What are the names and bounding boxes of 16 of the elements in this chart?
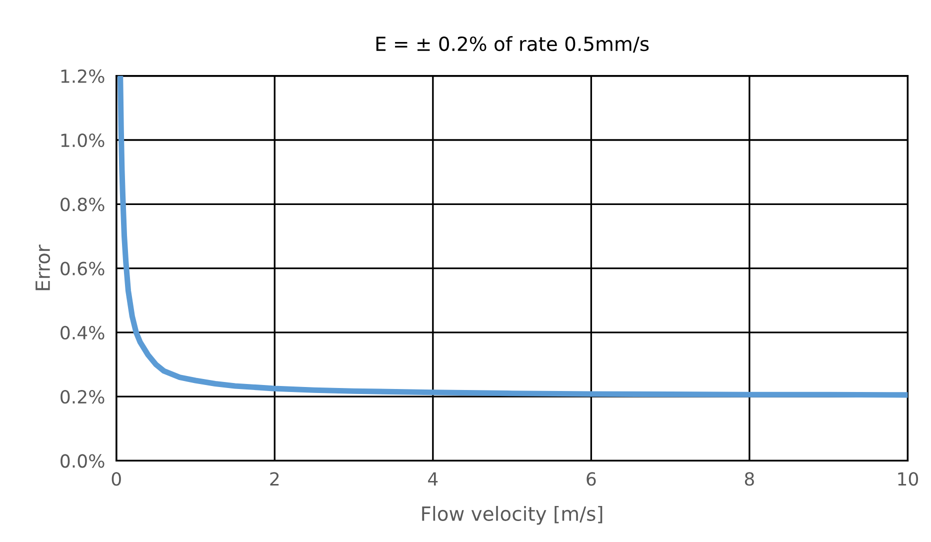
y-tick-label: 0.6% [60, 262, 104, 276]
chart-title: E = ± 0.2% of rate 0.5mm/s [376, 36, 649, 53]
y-tick-label: 1.0% [61, 133, 104, 148]
x-tick-label: 0 [112, 472, 121, 486]
x-tick-label: 10 [898, 472, 918, 486]
y-axis-title: Error [36, 244, 50, 290]
y-tick-label: 0.8% [60, 198, 104, 212]
x-tick-label: 8 [744, 472, 754, 486]
y-tick-label: 0.4% [60, 326, 104, 340]
x-tick-label: 6 [586, 472, 596, 486]
x-tick-label: 2 [270, 472, 279, 486]
y-tick-label: 0.2% [60, 390, 104, 404]
x-tick-label: 4 [428, 472, 438, 486]
y-tick-label: 0.0% [60, 454, 104, 468]
x-axis-title: Flow velocity [m/s] [422, 506, 602, 525]
y-tick-label: 1.2% [61, 69, 104, 83]
